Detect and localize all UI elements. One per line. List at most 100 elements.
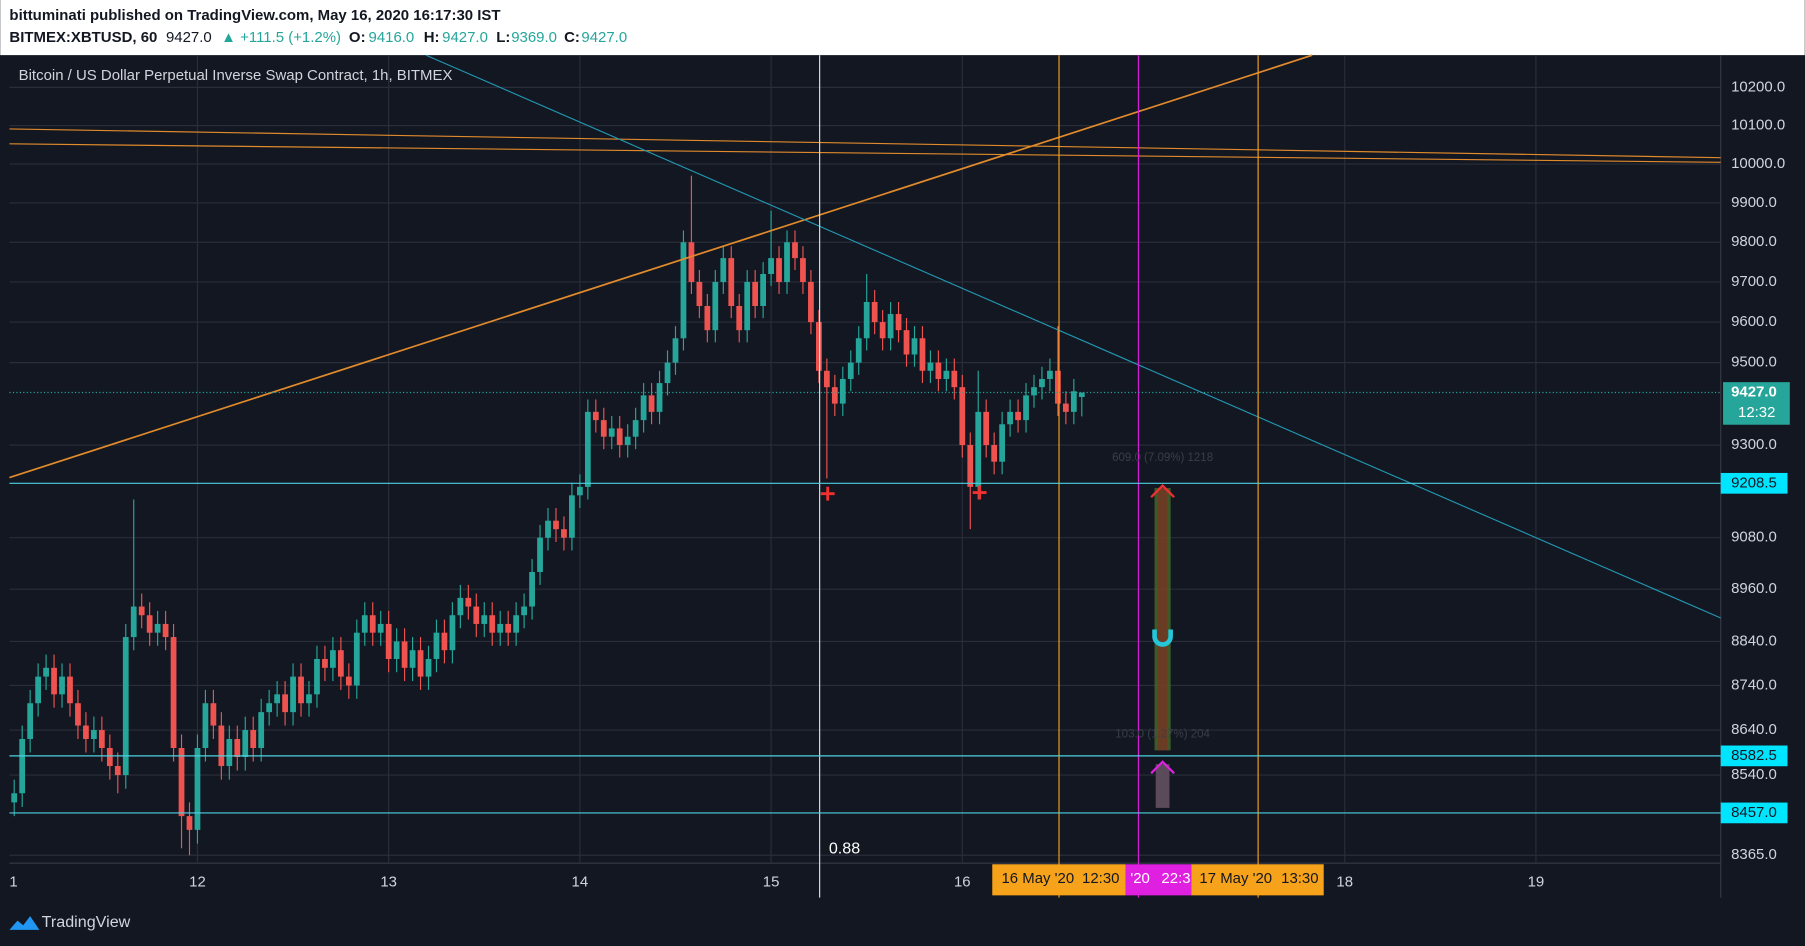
candle-body [855, 338, 862, 363]
y-tick-label: 9800.0 [1731, 233, 1777, 250]
x-tick-label: 14 [572, 874, 589, 891]
candle-body [106, 747, 113, 767]
y-tick-label: 8840.0 [1731, 632, 1777, 649]
candle-body [154, 623, 161, 633]
candle-body [728, 258, 735, 306]
ohlc-value: 9427.0 [442, 29, 488, 46]
x-tick-label: 1 [9, 874, 17, 891]
trendline [9, 54, 1313, 479]
y-tick-label: 9600.0 [1731, 313, 1777, 330]
price-label: 8457.0 [1731, 804, 1777, 821]
candle-body [83, 725, 89, 739]
candle-body [513, 615, 520, 633]
candle-body [1015, 411, 1021, 421]
time-marker-box [1125, 864, 1192, 896]
candle-body [465, 597, 472, 607]
candle-body [489, 615, 496, 633]
candle-body [712, 281, 719, 331]
time-marker: '20 [1130, 870, 1150, 887]
candle-body [138, 606, 145, 616]
candle-body [226, 738, 233, 767]
candle-body [951, 370, 958, 388]
ohlc-label: H: [424, 29, 440, 46]
candle-body [425, 658, 432, 677]
candle-body [768, 258, 774, 274]
y-tick-label: 8640.0 [1731, 721, 1777, 738]
candle-body [162, 623, 169, 638]
candle-body [800, 258, 806, 282]
candle-body [250, 730, 257, 748]
y-tick-label: 10100.0 [1731, 116, 1785, 133]
candle-body [919, 338, 926, 371]
candle-body [1055, 370, 1061, 404]
candle-body [808, 281, 814, 323]
candle-body [298, 676, 304, 704]
candle-body [266, 703, 273, 713]
arrow-head [1150, 760, 1175, 775]
candle-body [218, 725, 225, 767]
magnet-icon [1152, 629, 1173, 647]
candle-body [863, 301, 870, 339]
candle-body [441, 632, 448, 651]
x-tick-label: 12 [189, 874, 206, 891]
candle-body [823, 370, 830, 388]
candle-body [935, 362, 942, 379]
time-marker-box [992, 864, 1126, 896]
candle-body [330, 650, 336, 668]
candle-body [999, 424, 1006, 462]
logo [9, 916, 40, 930]
candle-body [911, 338, 918, 355]
candle-body [553, 520, 559, 530]
time-marker: 17 May '20 [1199, 870, 1272, 887]
candle-body [744, 281, 751, 331]
candle-body [433, 632, 440, 659]
candle-body [648, 395, 655, 412]
symbol: BITMEX:XBTUSD, 60 [9, 29, 157, 46]
candle-body [170, 637, 177, 748]
candle-body [353, 632, 360, 686]
candle-body [1047, 370, 1053, 379]
ohlc-value: 9427.0 [581, 29, 627, 46]
ohlc-label: L: [496, 29, 510, 46]
candle-body [1039, 378, 1045, 388]
candle-body [377, 623, 384, 633]
y-tick-label: 8960.0 [1731, 580, 1777, 597]
candle-body [1070, 391, 1077, 412]
candle-body [816, 322, 822, 371]
time-marker: 13:30 [1281, 870, 1318, 887]
chart-title: Bitcoin / US Dollar Perpetual Inverse Sw… [19, 67, 453, 84]
fib-label: 0.88 [829, 840, 860, 858]
candle-body [505, 623, 512, 633]
trendline [9, 128, 1721, 159]
candle-body [337, 650, 344, 677]
candle-body [776, 258, 782, 282]
x-tick-label: 16 [954, 874, 971, 891]
candle-body [361, 615, 368, 633]
candle-body [51, 667, 57, 695]
candle-body [608, 428, 615, 437]
candle-body [35, 676, 41, 704]
ohlc-label: C: [564, 29, 580, 46]
candle-body [497, 623, 504, 633]
candle-body [672, 338, 679, 363]
candle-body [943, 370, 950, 379]
candle-body [481, 615, 488, 624]
y-tick-label: 9300.0 [1731, 436, 1777, 453]
countdown: 12:32 [1738, 404, 1775, 421]
candle-body [632, 420, 639, 437]
candle-body [19, 738, 26, 794]
cross-marker [820, 485, 987, 501]
candle-body [385, 623, 392, 659]
candle-body [369, 615, 376, 633]
candle-body [43, 667, 49, 677]
y-tick-label: 10000.0 [1731, 155, 1785, 172]
candle-body [983, 411, 990, 446]
candle-body [569, 495, 575, 538]
candle-body [839, 378, 846, 404]
candle-body [561, 529, 567, 538]
candle-body [290, 676, 296, 713]
candle-body [122, 637, 129, 776]
candle-body [210, 703, 217, 726]
candle-body [927, 362, 934, 371]
candle-body [1078, 392, 1085, 398]
